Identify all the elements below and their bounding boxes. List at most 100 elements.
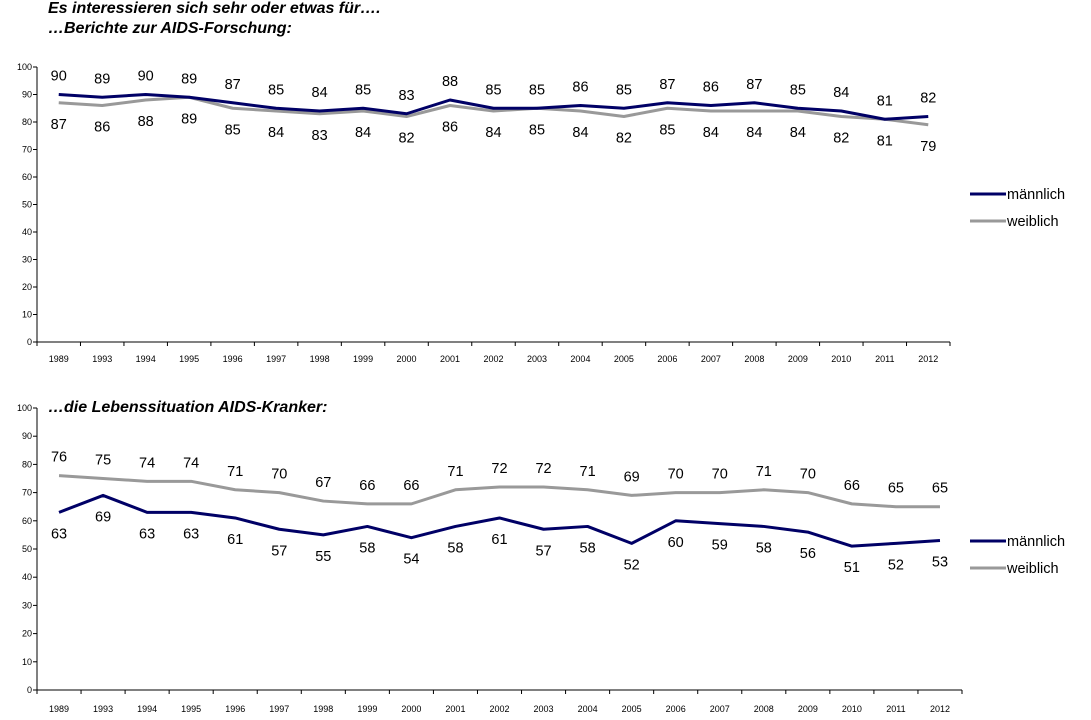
y-tick-label: 100 (17, 403, 32, 413)
x-tick-label: 2010 (842, 704, 862, 714)
y-tick-label: 40 (22, 227, 32, 237)
data-label-maennlich: 51 (844, 560, 860, 576)
data-label-weiblich: 70 (712, 467, 728, 483)
legend-label-weiblich: weiblich (1006, 214, 1059, 230)
data-label-weiblich: 88 (138, 114, 154, 130)
x-tick-label: 1999 (353, 354, 373, 364)
data-label-maennlich: 85 (355, 82, 371, 98)
y-tick-label: 0 (27, 685, 32, 695)
chart2-subtitle: …die Lebenssituation AIDS-Kranker: (48, 399, 328, 416)
x-tick-label: 1996 (225, 704, 245, 714)
x-tick-label: 2004 (570, 354, 590, 364)
data-label-weiblich: 86 (442, 120, 458, 136)
data-label-maennlich: 83 (398, 88, 414, 104)
data-label-maennlich: 89 (94, 71, 110, 87)
series-line-weiblich (58, 474, 940, 509)
x-tick-label: 2009 (788, 354, 808, 364)
y-tick-label: 20 (22, 629, 32, 639)
data-label-weiblich: 83 (312, 128, 328, 144)
x-tick-label: 2009 (798, 704, 818, 714)
data-label-weiblich: 75 (95, 453, 111, 469)
x-tick-label: 2008 (744, 354, 764, 364)
data-label-weiblich: 76 (51, 450, 67, 466)
data-label-weiblich: 70 (668, 467, 684, 483)
data-label-weiblich: 82 (833, 131, 849, 147)
data-label-maennlich: 63 (183, 526, 199, 542)
data-label-maennlich: 86 (572, 80, 588, 96)
data-label-weiblich: 87 (51, 117, 67, 133)
data-label-maennlich: 55 (315, 549, 331, 565)
data-label-maennlich: 84 (833, 85, 849, 101)
data-label-maennlich: 63 (139, 526, 155, 542)
data-label-weiblich: 85 (529, 122, 545, 138)
y-tick-label: 70 (22, 488, 32, 498)
data-label-maennlich: 85 (268, 82, 284, 98)
data-label-weiblich: 84 (572, 125, 588, 141)
x-tick-label: 2005 (622, 704, 642, 714)
y-tick-label: 80 (22, 117, 32, 127)
data-label-weiblich: 72 (535, 461, 551, 477)
data-label-weiblich: 84 (355, 125, 371, 141)
x-tick-label: 1995 (181, 704, 201, 714)
chart-aids-patients-situation: 0 10 20 30 40 50 60 70 80 90 100 1989 1993 1994 1995 19… (17, 403, 1065, 714)
data-label-maennlich: 58 (580, 540, 596, 556)
data-label-weiblich: 66 (403, 478, 419, 494)
data-label-maennlich: 69 (95, 509, 111, 525)
series-line-maennlich (58, 93, 929, 121)
data-label-maennlich: 84 (312, 85, 328, 101)
chart-aids-research: 0 10 20 30 40 50 60 70 80 90 100 1989 1993 1994 1995 19… (17, 62, 1065, 364)
data-label-weiblich: 71 (227, 464, 243, 480)
data-label-weiblich: 67 (315, 475, 331, 491)
series-line-weiblich (58, 95, 929, 127)
x-tick-label: 1996 (223, 354, 243, 364)
y-tick-label: 80 (22, 459, 32, 469)
data-label-maennlich: 86 (703, 80, 719, 96)
x-tick-label: 1999 (357, 704, 377, 714)
chart-heading-line-1: Es interessieren sich sehr oder etwas fü… (48, 0, 381, 17)
x-tick-label: 2003 (527, 354, 547, 364)
y-tick-label: 40 (22, 572, 32, 582)
data-label-maennlich: 52 (888, 557, 904, 573)
data-label-maennlich: 82 (920, 91, 936, 107)
x-tick-label: 2004 (578, 704, 598, 714)
data-label-weiblich: 84 (746, 125, 762, 141)
x-tick-label: 1997 (266, 354, 286, 364)
chart1-subtitle: …Berichte zur AIDS-Forschung: (48, 20, 292, 37)
y-tick-label: 50 (22, 200, 32, 210)
y-tick-label: 10 (22, 657, 32, 667)
data-label-weiblich: 65 (932, 481, 948, 497)
y-tick-label: 20 (22, 282, 32, 292)
data-label-weiblich: 84 (485, 125, 501, 141)
series-line-maennlich (58, 493, 941, 548)
y-tick-label: 30 (22, 600, 32, 610)
data-label-maennlich: 90 (51, 69, 67, 85)
data-label-weiblich: 69 (624, 469, 640, 485)
data-label-maennlich: 59 (712, 538, 728, 554)
legend-label-weiblich: weiblich (1006, 561, 1059, 577)
data-label-maennlich: 52 (624, 557, 640, 573)
x-tick-label: 2001 (440, 354, 460, 364)
data-label-weiblich: 89 (181, 111, 197, 127)
data-label-weiblich: 79 (920, 139, 936, 155)
data-label-weiblich: 70 (271, 467, 287, 483)
y-tick-label: 0 (27, 337, 32, 347)
data-label-maennlich: 90 (138, 69, 154, 85)
y-tick-label: 10 (22, 310, 32, 320)
data-label-weiblich: 84 (790, 125, 806, 141)
data-label-maennlich: 88 (442, 74, 458, 90)
x-tick-label: 1989 (49, 704, 69, 714)
data-label-weiblich: 65 (888, 481, 904, 497)
data-label-weiblich: 74 (183, 455, 199, 471)
x-tick-label: 1997 (269, 704, 289, 714)
x-tick-label: 2010 (831, 354, 851, 364)
data-label-maennlich: 53 (932, 555, 948, 571)
data-label-weiblich: 71 (580, 464, 596, 480)
y-tick-label: 90 (22, 431, 32, 441)
data-label-maennlich: 63 (51, 526, 67, 542)
data-label-maennlich: 58 (447, 540, 463, 556)
x-tick-label: 2002 (489, 704, 509, 714)
y-tick-label: 50 (22, 544, 32, 554)
x-tick-label: 1994 (137, 704, 157, 714)
x-tick-label: 2001 (445, 704, 465, 714)
x-tick-label: 1993 (93, 704, 113, 714)
